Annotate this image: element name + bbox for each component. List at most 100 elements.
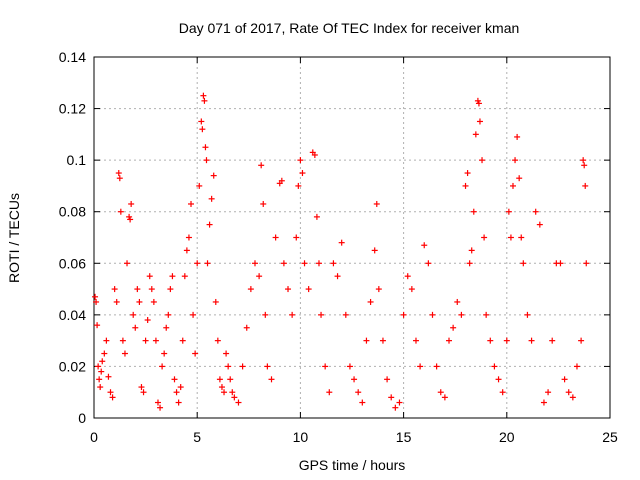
data-point [154,399,161,406]
data-points [92,92,590,411]
data-point [203,157,210,164]
data-point [161,350,168,357]
data-point [433,363,440,370]
data-point [518,234,525,241]
data-point [520,260,527,267]
data-point [481,234,488,241]
data-point [264,363,271,370]
data-point [499,389,506,396]
data-point [503,337,510,344]
data-point [272,234,279,241]
data-point [363,337,370,344]
x-tick-label: 25 [602,429,618,445]
data-point [163,324,170,331]
data-point [115,170,122,177]
data-point [412,337,419,344]
data-point [371,247,378,254]
data-point [111,286,118,293]
data-point [96,376,103,383]
data-point [229,389,236,396]
data-point [146,273,153,280]
data-point [165,311,172,318]
data-point [342,311,349,318]
data-point [196,182,203,189]
data-point [491,363,498,370]
data-point [140,389,147,396]
data-point [169,273,176,280]
data-point [94,322,101,329]
data-point [157,404,164,411]
data-point [417,363,424,370]
data-point [190,311,197,318]
data-point [132,324,139,331]
data-point [425,260,432,267]
data-point [400,311,407,318]
plot-frame [93,56,611,419]
data-point [437,389,444,396]
data-point [429,311,436,318]
data-point [208,195,215,202]
data-point [375,286,382,293]
data-point [421,242,428,249]
data-point [175,399,182,406]
x-tick-label: 10 [293,429,309,445]
data-point [119,337,126,344]
data-point [573,363,580,370]
data-point [338,239,345,246]
data-point [580,157,587,164]
data-point [268,376,275,383]
data-point [216,376,223,383]
data-point [475,100,482,107]
data-point [355,389,362,396]
data-point [101,350,108,357]
data-point [223,350,230,357]
data-point [476,118,483,125]
data-point [212,298,219,305]
data-point [326,389,333,396]
data-point [198,118,205,125]
data-point [278,177,285,184]
data-point [239,363,246,370]
data-point [97,384,104,391]
data-point [204,260,211,267]
data-point [210,172,217,179]
data-point [199,126,206,133]
data-point [346,363,353,370]
data-point [367,298,374,305]
data-point [487,337,494,344]
data-point [107,389,114,396]
data-point [221,389,228,396]
data-point [514,133,521,140]
data-point [117,208,124,215]
data-point [98,368,105,375]
y-tick-label: 0 [78,410,86,426]
data-point [93,298,100,305]
data-point [464,170,471,177]
data-point [144,317,151,324]
data-point [495,376,502,383]
data-point [528,337,535,344]
data-point [181,273,188,280]
data-point [167,286,174,293]
data-point [138,384,145,391]
data-point [105,373,112,380]
data-point [334,273,341,280]
x-tick-label: 0 [90,429,98,445]
data-point [532,208,539,215]
data-point [235,399,242,406]
y-axis-label: ROTI / TECUs [6,193,22,283]
data-point [225,363,232,370]
data-point [524,311,531,318]
data-point [260,200,267,207]
data-point [583,260,590,267]
data-point [392,404,399,411]
y-tick-label: 0.08 [59,204,86,220]
data-point [384,376,391,383]
data-point [315,260,322,267]
data-point [458,311,465,318]
data-point [468,247,475,254]
x-axis-label: GPS time / hours [299,457,406,473]
data-point [470,208,477,215]
data-point [396,399,403,406]
